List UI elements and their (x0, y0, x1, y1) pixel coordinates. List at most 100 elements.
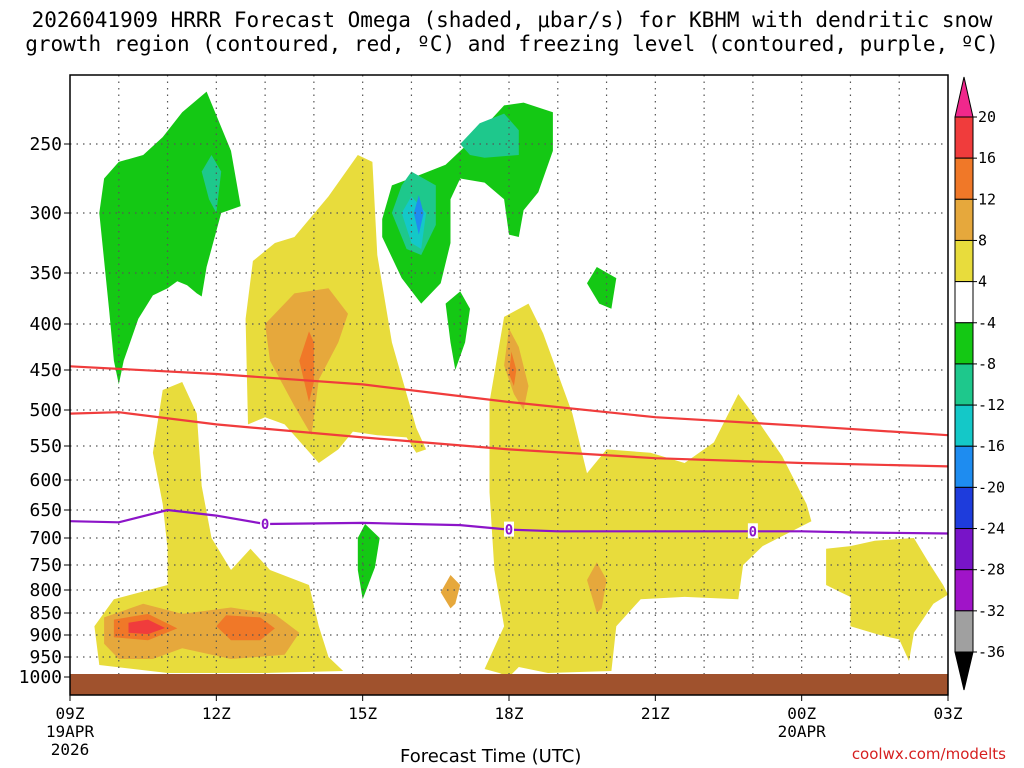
y-tick-label-600: 600 (29, 470, 62, 491)
omega-region-4 (128, 619, 166, 635)
colorbar-label-0: 20 (978, 108, 996, 126)
omega-region-11 (509, 351, 517, 386)
freezing-level-label-bg-1 (504, 521, 514, 537)
colorbar-bin-3 (954, 198, 974, 241)
y-tick-label-650: 650 (29, 500, 62, 521)
y-tick-label-1000: 1000 (19, 667, 62, 688)
y-axis: 2503003504004505005506006507007508008509… (19, 134, 70, 688)
y-tick-label-300: 300 (29, 203, 62, 224)
colorbar-label-4: 4 (978, 273, 987, 291)
dgz-lower-contour (70, 411, 948, 468)
colorbar-label-8: -16 (978, 437, 1005, 455)
colorbar-label-7: -12 (978, 396, 1005, 414)
colorbar-bin-12 (954, 569, 974, 612)
y-tick-label-750: 750 (29, 555, 62, 576)
omega-region-16 (382, 102, 553, 304)
y-tick-label-400: 400 (29, 314, 62, 335)
y-tick-label-250: 250 (29, 134, 62, 155)
dgz-upper-contour (70, 365, 948, 437)
x-tick-label-3: 18Z (495, 704, 524, 723)
omega-region-0 (94, 382, 344, 673)
colorbar-label-5: -4 (978, 314, 996, 332)
omega-region-10 (504, 328, 529, 410)
freezing-level-label-2: 0 (749, 524, 757, 540)
freezing-level-label-bg-2 (747, 523, 758, 539)
omega-region-22 (587, 267, 617, 309)
omega-region-14 (99, 91, 241, 385)
y-tick-label-350: 350 (29, 263, 62, 284)
omega-region-5 (245, 155, 427, 463)
colorbar-label-6: -8 (978, 355, 996, 373)
colorbar-bin-4 (954, 239, 974, 283)
omega-region-3 (216, 615, 275, 641)
x-tick-label-6: 03Z (934, 704, 963, 723)
colorbar-bin-6 (954, 322, 974, 365)
y-tick-label-550: 550 (29, 436, 62, 457)
colorbar-label-3: 8 (978, 231, 987, 249)
x-tick-label-4: 21Z (641, 704, 670, 723)
omega-region-17 (391, 171, 436, 255)
omega-region-6 (265, 288, 348, 436)
y-tick-label-900: 900 (29, 625, 62, 646)
colorbar: 20 16 12 8 4 -4 -8 -12 -16 -20 -24 -28 -32 -36 (954, 76, 1005, 691)
colorbar-bin-1 (954, 116, 974, 159)
y-tick-label-700: 700 (29, 528, 62, 549)
omega-region-23 (357, 524, 380, 600)
chart-title-line-2: growth region (contoured, red, ºC) and f… (25, 32, 999, 56)
source-credit[interactable]: coolwx.com/modelts (851, 745, 1006, 763)
freezing-level-label-1: 0 (505, 523, 513, 539)
omega-region-2 (113, 613, 178, 641)
omega-region-21 (445, 291, 470, 370)
colorbar-bin-11 (954, 528, 974, 571)
omega-region-8 (484, 303, 812, 677)
omega-region-20 (460, 113, 519, 158)
colorbar-label-10: -24 (978, 520, 1005, 538)
freezing-level-contour (70, 508, 948, 535)
omega-region-13 (440, 575, 461, 609)
x-tick-label-0: 09Z (56, 704, 85, 723)
omega-region-7 (299, 331, 314, 402)
chart-title-line-1: 2026041909 HRRR Forecast Omega (shaded, … (31, 8, 993, 32)
omega-region-1 (104, 603, 300, 659)
freezing-level-label-0: 0 (261, 517, 269, 533)
gridlines (70, 75, 948, 678)
y-tick-label-500: 500 (29, 400, 62, 421)
x-tick-label-5: 00Z (787, 704, 816, 723)
colorbar-label-9: -20 (978, 478, 1005, 496)
y-tick-label-800: 800 (29, 580, 62, 601)
x-tick-label-2: 15Z (348, 704, 377, 723)
y-tick-label-850: 850 (29, 603, 62, 624)
plot-frame (69, 74, 949, 696)
colorbar-bin-9 (954, 445, 974, 488)
freezing-level-label-bg-0 (260, 516, 271, 531)
x-tick-date-5: 20APR (778, 722, 827, 741)
colorbar-label-13: -36 (978, 643, 1005, 661)
contour-lines: 0 0 0 (70, 365, 948, 540)
colorbar-label-11: -28 (978, 561, 1005, 579)
x-tick-date-0: 19APR (46, 722, 95, 741)
colorbar-label-2: 12 (978, 190, 996, 208)
x-tick-label-1: 12Z (202, 704, 231, 723)
omega-region-15 (201, 155, 222, 213)
colorbar-bin-13 (954, 610, 974, 653)
x-tick-year-0: 2026 (51, 740, 90, 759)
ground-surface (70, 674, 948, 695)
omega-region-12 (587, 562, 607, 613)
colorbar-label-1: 16 (978, 149, 996, 167)
colorbar-bin-2 (954, 157, 974, 200)
omega-region-18 (401, 196, 427, 249)
y-tick-label-450: 450 (29, 360, 62, 381)
colorbar-bin-7 (954, 363, 974, 406)
omega-region-9 (826, 538, 948, 661)
colorbar-bin-5 (954, 281, 974, 324)
colorbar-bin-8 (954, 404, 974, 447)
y-tick-label-950: 950 (29, 647, 62, 668)
omega-shading (94, 91, 948, 677)
omega-region-19 (413, 195, 424, 235)
x-axis-label: Forecast Time (UTC) (400, 746, 582, 767)
colorbar-bottom-arrow (954, 651, 974, 691)
colorbar-bin-10 (954, 486, 974, 530)
colorbar-label-12: -32 (978, 602, 1005, 620)
